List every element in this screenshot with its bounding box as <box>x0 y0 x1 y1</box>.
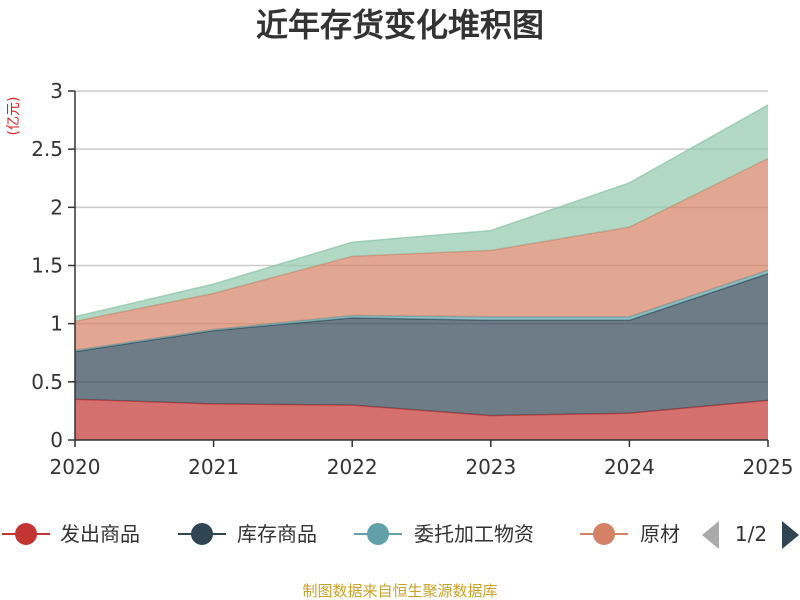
y-tick-label: 3 <box>50 79 63 103</box>
area-series-layer <box>74 104 769 440</box>
legend-next-page-icon[interactable] <box>782 521 799 549</box>
legend-label-1: 库存商品 <box>237 522 317 546</box>
y-tick-label: 0 <box>50 428 63 452</box>
x-tick-label: 2024 <box>604 455 655 479</box>
area-series-4-line <box>74 104 769 318</box>
legend-marker <box>15 523 37 545</box>
area-series-1 <box>75 273 768 416</box>
y-tick-label: 2.5 <box>31 137 63 161</box>
legend: 发出商品 库存商品 委托加工物资 原材 1/2 <box>2 512 799 558</box>
x-tick-label: 2023 <box>465 455 516 479</box>
area-series-4 <box>75 105 768 322</box>
legend-marker <box>191 523 213 545</box>
x-tick-label: 2021 <box>188 455 239 479</box>
x-tick-label: 2025 <box>743 455 794 479</box>
legend-item-3[interactable]: 原材 <box>580 522 680 546</box>
y-axis-unit-label: (亿元) <box>6 97 22 136</box>
chart-title: 近年存货变化堆积图 <box>256 6 544 44</box>
legend-clip-mask <box>684 512 704 558</box>
legend-page-indicator: 1/2 <box>735 522 767 546</box>
x-tick-label: 2020 <box>50 455 101 479</box>
legend-prev-page-icon[interactable] <box>702 521 719 549</box>
legend-label-2: 委托加工物资 <box>414 522 534 546</box>
legend-marker <box>593 523 615 545</box>
legend-item-1[interactable]: 库存商品 <box>178 522 317 546</box>
legend-item-0[interactable]: 发出商品 <box>2 522 140 546</box>
source-note: 制图数据来自恒生聚源数据库 <box>302 582 497 600</box>
area-series-3 <box>75 158 768 351</box>
y-tick-label: 2 <box>50 195 63 219</box>
axes: 0 0.5 1 1.5 2 2.5 3 2020 2021 2022 2023 2024 2025 <box>31 79 793 479</box>
y-tick-label: 1.5 <box>31 254 63 278</box>
y-tick-label: 0.5 <box>31 370 63 394</box>
legend-marker <box>367 523 389 545</box>
y-tick-label: 1 <box>50 312 63 336</box>
legend-item-2[interactable]: 委托加工物资 <box>354 522 534 546</box>
area-series-0 <box>75 399 768 440</box>
legend-label-0: 发出商品 <box>60 522 140 546</box>
x-tick-label: 2022 <box>327 455 378 479</box>
legend-label-3: 原材 <box>640 522 680 546</box>
